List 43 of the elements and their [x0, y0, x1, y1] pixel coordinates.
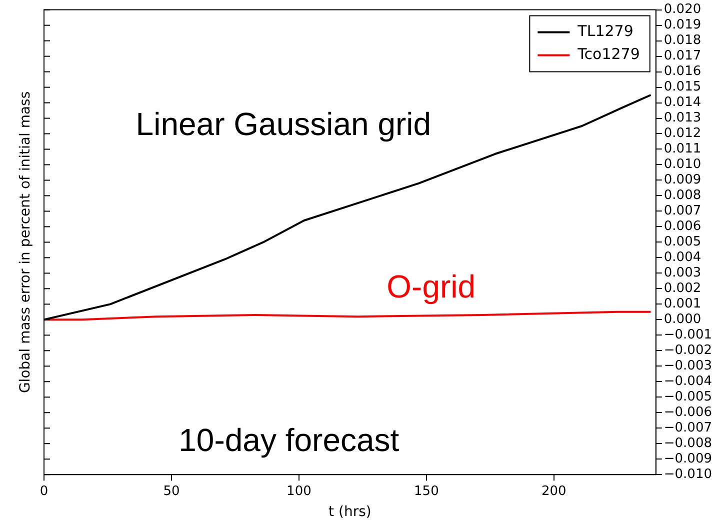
- y-tick-label: −0.002: [664, 343, 712, 358]
- y-tick-label: 0.015: [664, 80, 702, 95]
- y-tick-label: 0.010: [664, 157, 702, 172]
- annotation: O-grid: [386, 268, 476, 305]
- y-tick-label: 0.007: [664, 204, 702, 219]
- legend-label: Tco1279: [576, 45, 640, 64]
- y-tick-label: −0.008: [664, 436, 712, 451]
- y-tick-label: 0.018: [664, 33, 702, 48]
- x-tick-label: 150: [414, 484, 439, 499]
- y-tick-label: −0.006: [664, 405, 712, 420]
- x-tick-label: 50: [163, 484, 180, 499]
- y-tick-label: 0.016: [664, 64, 702, 80]
- y-tick-label: 0.000: [664, 312, 702, 328]
- y-tick-label: 0.017: [664, 48, 702, 64]
- y-tick-label: 0.004: [664, 250, 702, 266]
- y-tick-label: −0.001: [664, 328, 712, 343]
- x-tick-label: 200: [541, 484, 566, 499]
- x-tick-label: 0: [40, 484, 48, 499]
- y-tick-label: 0.008: [664, 188, 702, 204]
- y-tick-label: 0.019: [664, 18, 702, 33]
- y-tick-label: 0.014: [664, 95, 702, 110]
- y-tick-label: 0.011: [664, 142, 702, 157]
- x-axis-title: t (hrs): [328, 504, 372, 520]
- y-tick-label: −0.009: [664, 451, 712, 466]
- annotation: 10-day forecast: [178, 422, 400, 458]
- y-tick-label: 0.012: [664, 126, 702, 142]
- y-tick-label: 0.002: [664, 281, 702, 296]
- y-tick-label: 0.009: [664, 172, 702, 188]
- y-tick-label: −0.004: [664, 374, 712, 390]
- x-tick-label: 100: [286, 484, 312, 499]
- y-tick-label: 0.006: [664, 219, 702, 234]
- y-tick-label: −0.007: [664, 420, 712, 436]
- y-tick-label: 0.001: [664, 296, 702, 312]
- legend-label: TL1279: [576, 22, 634, 40]
- y-axis-title: Global mass error in percent of initial mass: [18, 91, 34, 394]
- annotation: Linear Gaussian grid: [136, 106, 432, 142]
- y-tick-label: 0.005: [664, 234, 702, 250]
- y-tick-label: −0.010: [664, 466, 712, 482]
- y-tick-label: 0.013: [664, 110, 702, 126]
- y-tick-label: 0.003: [664, 266, 702, 281]
- y-tick-label: −0.003: [664, 358, 712, 374]
- y-tick-label: 0.020: [664, 2, 702, 18]
- y-tick-label: −0.005: [664, 390, 712, 405]
